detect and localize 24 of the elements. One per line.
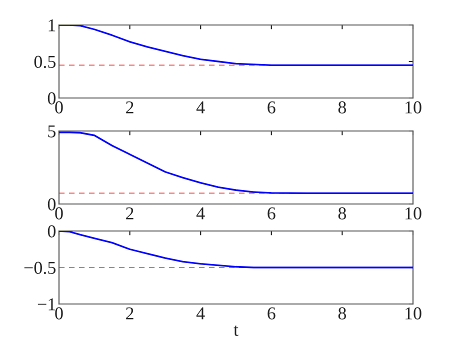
x-tick-label: 8 [338,207,346,220]
x-tick-label: 6 [268,207,276,220]
x-tick-label: 2 [126,207,134,220]
x-tick-label: 4 [196,101,205,114]
y-tick-label: −1 [38,298,56,310]
x-tick-label: 2 [126,307,134,320]
y-tick-label: 5 [48,125,56,138]
x-tick-label: 6 [268,101,276,114]
x-tick-label: 8 [338,101,346,114]
y-tick-label: 0.5 [34,56,56,68]
x-tick-label: 4 [196,207,205,220]
x-tick-label: 8 [338,307,346,320]
x-tick-label: 2 [126,101,134,114]
y-tick-label: 1 [48,19,56,32]
x-tick-label: 4 [196,307,205,320]
y-tick-label: 0 [48,92,56,104]
y-tick-label: 0 [48,225,56,238]
x-axis-title: t [234,326,238,336]
x-tick-label: 10 [406,207,422,220]
x-tick-label: 10 [406,307,422,320]
x-tick-label: 10 [406,101,422,114]
y-tick-label: 0 [48,198,56,210]
y-tick-label: −0.5 [24,262,56,274]
x-tick-label: 6 [268,307,276,320]
